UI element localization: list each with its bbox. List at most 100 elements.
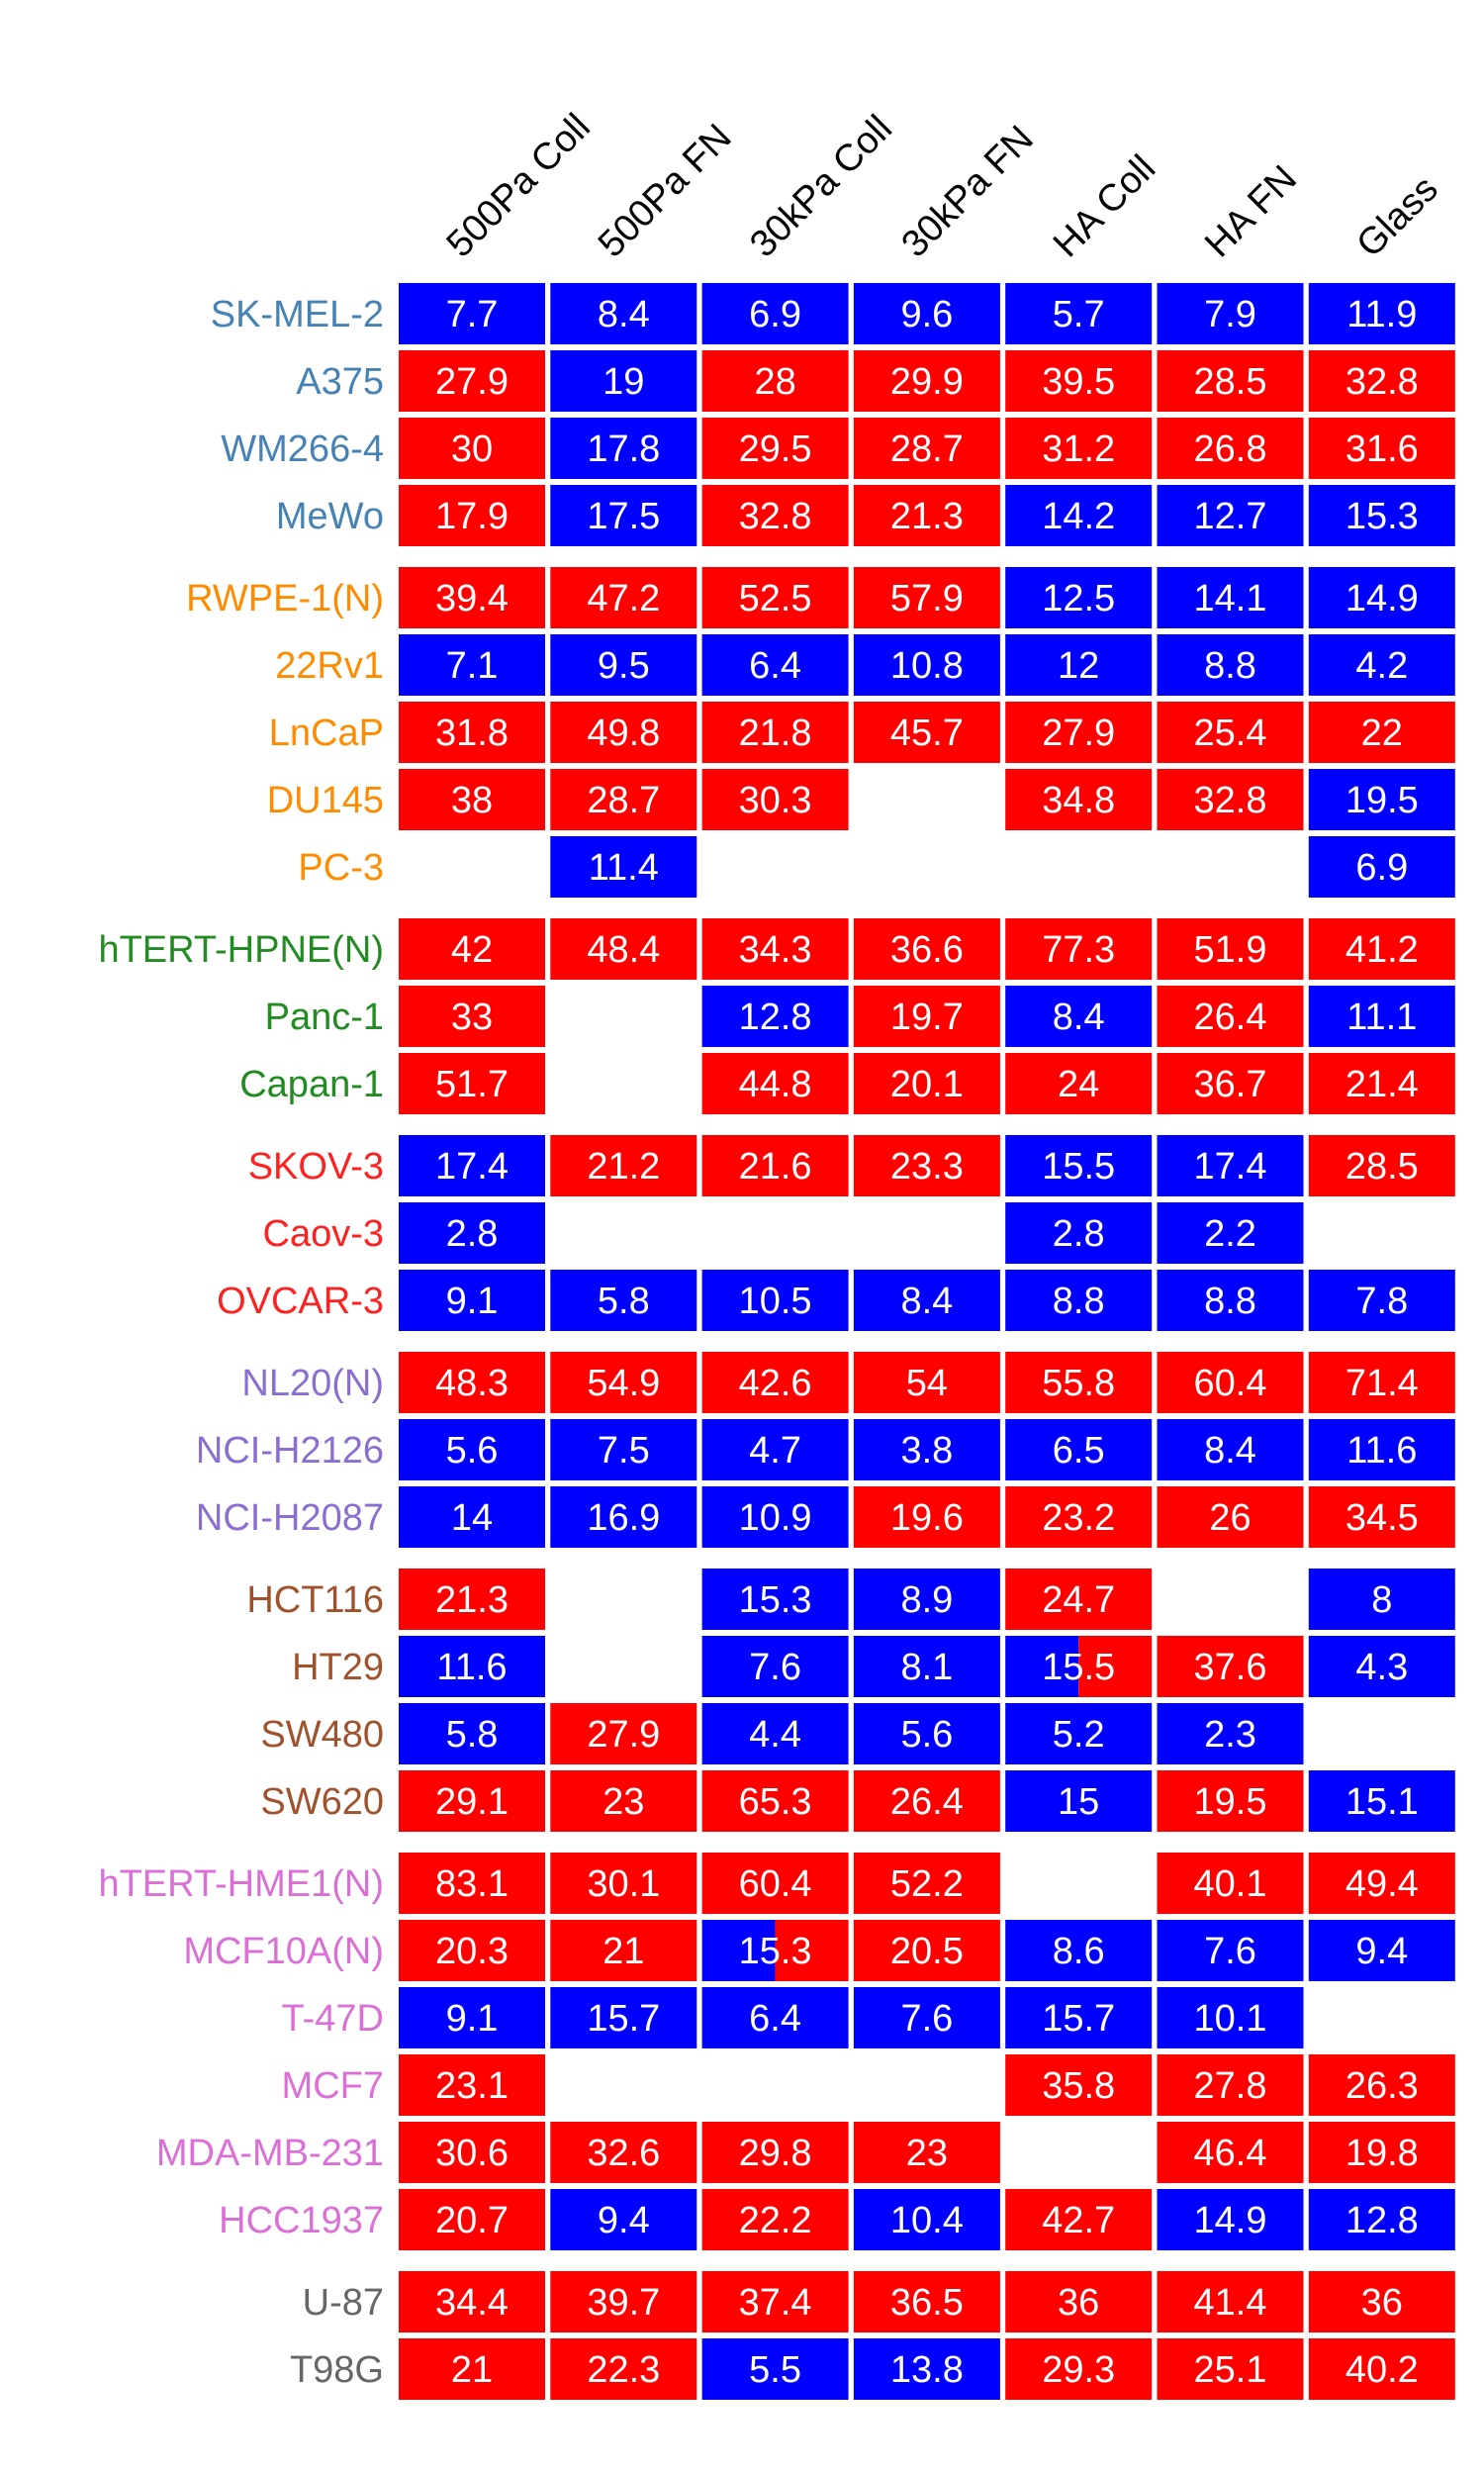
cell-value: 2.8 <box>1053 1213 1105 1255</box>
cell-value: 27.8 <box>1194 2065 1267 2107</box>
cell-value: 2.3 <box>1204 1714 1256 1756</box>
cell-value: 5.5 <box>749 2349 801 2391</box>
cell-0-5: 7.9 <box>1157 283 1304 344</box>
cell-rect <box>1308 2122 1455 2183</box>
cell-value: 13.8 <box>890 2349 964 2391</box>
cell-19-5: 37.6 <box>1157 1636 1304 1697</box>
cell-5-3: 10.8 <box>853 634 1000 696</box>
cell-rect <box>701 1486 849 1548</box>
cell-21-3: 26.4 <box>853 1770 1000 1832</box>
cell-value: 8 <box>1371 1579 1392 1621</box>
cell-5-0: 7.1 <box>399 634 545 696</box>
cell-24-5: 10.1 <box>1157 1987 1304 2048</box>
cell-9-0: 42 <box>399 918 545 980</box>
cell-value: 12.8 <box>1345 2200 1419 2241</box>
cell-value: 7.8 <box>1355 1281 1408 1322</box>
cell-value: 14.2 <box>1042 496 1115 537</box>
cell-value: 41.4 <box>1194 2282 1267 2324</box>
cell-24-2: 6.4 <box>701 1987 849 2048</box>
cell-rect <box>399 986 545 1047</box>
cell-value: 33 <box>451 997 493 1038</box>
cell-4-0: 39.4 <box>399 567 545 628</box>
cell-value: 7.5 <box>598 1430 650 1472</box>
cell-6-2: 21.8 <box>701 702 849 763</box>
cell-value: 48.3 <box>435 1363 509 1404</box>
cell-11-6: 21.4 <box>1308 1053 1455 1114</box>
row-label-24: T-47D <box>282 1998 384 2040</box>
cell-value: 22.2 <box>739 2200 812 2241</box>
cell-0-1: 8.4 <box>550 283 697 344</box>
cell-value: 36 <box>1058 2282 1099 2324</box>
cell-value: 54.9 <box>587 1363 660 1404</box>
cell-rect <box>853 567 1000 628</box>
cell-rect <box>1308 1569 1455 1630</box>
cell-19-4: 15.5 <box>1005 1636 1153 1697</box>
cell-6-6: 22 <box>1308 702 1455 763</box>
cell-18-0: 21.3 <box>399 1569 545 1630</box>
row-label-25: MCF7 <box>282 2065 384 2107</box>
cell-rect <box>701 918 849 980</box>
cell-16-0: 5.6 <box>399 1419 545 1480</box>
cell-rect <box>701 1569 849 1630</box>
cell-value: 8.4 <box>1204 1430 1256 1472</box>
row-label-18: HCT116 <box>246 1579 384 1621</box>
cell-rect <box>853 634 1000 696</box>
cell-value: 14 <box>451 1497 493 1539</box>
row-label-4: RWPE-1(N) <box>186 578 384 619</box>
cell-rect <box>399 2189 545 2250</box>
cell-value: 30.6 <box>435 2133 509 2174</box>
cell-15-5: 60.4 <box>1157 1352 1304 1413</box>
cell-20-2: 4.4 <box>701 1703 849 1764</box>
cell-6-5: 25.4 <box>1157 702 1304 763</box>
cell-rect <box>1157 1135 1304 1196</box>
cell-rect <box>550 485 697 546</box>
cell-rect <box>399 1853 545 1914</box>
cell-12-0: 17.4 <box>399 1135 545 1196</box>
cell-rect <box>701 2271 849 2332</box>
cell-rect <box>701 567 849 628</box>
cell-10-4: 8.4 <box>1005 986 1153 1047</box>
column-header-5: HA FN <box>1197 158 1305 266</box>
cell-value: 22 <box>1361 713 1403 754</box>
cell-26-2: 29.8 <box>701 2122 849 2183</box>
cell-value: 49.8 <box>587 713 660 754</box>
cell-rect <box>853 702 1000 763</box>
cell-value: 60.4 <box>739 1863 812 1905</box>
cell-value: 29.8 <box>739 2133 812 2174</box>
cell-value: 23 <box>603 1781 644 1823</box>
cell-rect <box>1157 1202 1304 1264</box>
cell-20-5: 2.3 <box>1157 1703 1304 1764</box>
cell-3-6: 15.3 <box>1308 485 1455 546</box>
cell-rect <box>1308 418 1455 479</box>
cell-21-2: 65.3 <box>701 1770 849 1832</box>
cell-value: 71.4 <box>1345 1363 1419 1404</box>
row-label-7: DU145 <box>267 780 384 821</box>
cell-rect <box>399 1920 545 1981</box>
cell-value: 47.2 <box>587 578 660 619</box>
cell-26-6: 19.8 <box>1308 2122 1455 2183</box>
cell-rect <box>1157 1270 1304 1331</box>
cell-25-6: 26.3 <box>1308 2054 1455 2116</box>
cell-15-0: 48.3 <box>399 1352 545 1413</box>
cell-value: 7.6 <box>1204 1931 1256 1972</box>
cell-rect <box>399 2054 545 2116</box>
cell-value: 6.4 <box>749 1998 801 2040</box>
cell-value: 19.8 <box>1345 2133 1419 2174</box>
cell-rect <box>701 350 849 412</box>
cell-value: 8.4 <box>900 1281 953 1322</box>
cell-rect <box>853 1920 1000 1981</box>
cell-14-4: 8.8 <box>1005 1270 1153 1331</box>
cell-value: 39.4 <box>435 578 509 619</box>
cell-value: 19 <box>603 361 644 403</box>
cell-25-0: 23.1 <box>399 2054 545 2116</box>
cell-4-3: 57.9 <box>853 567 1000 628</box>
cell-rect <box>550 1987 697 2048</box>
cell-rect <box>1157 350 1304 412</box>
cell-value: 10.8 <box>890 645 964 687</box>
cell-value: 42.7 <box>1042 2200 1115 2241</box>
cell-rect <box>550 418 697 479</box>
cell-27-5: 14.9 <box>1157 2189 1304 2250</box>
cell-28-3: 36.5 <box>853 2271 1000 2332</box>
cell-rect <box>701 485 849 546</box>
